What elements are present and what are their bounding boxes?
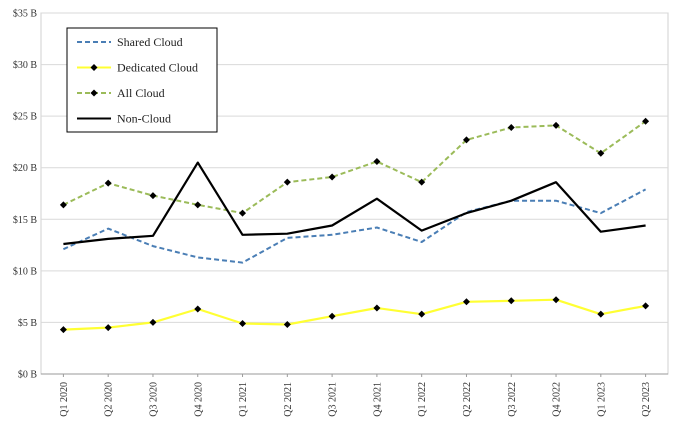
x-axis-ticks: Q1 2020 Q2 2020 Q3 2020 Q4 2020 Q1 2021 Q2 20…: [59, 374, 652, 417]
legend-marker-dedicated-cloud: [90, 64, 98, 71]
data-point-dedicated-cloud: [552, 296, 560, 304]
x-tick-label: Q2 2020: [104, 382, 115, 417]
data-point-all-cloud: [507, 123, 515, 131]
data-point-all-cloud: [283, 178, 291, 186]
data-point-dedicated-cloud: [149, 318, 157, 326]
legend-label-non-cloud: Non-Cloud: [117, 112, 171, 126]
y-axis-ticks: $0 B $5 B $10 B $15 B $20 B $25 B $30 B $35 B: [13, 9, 38, 381]
series-layer: [59, 117, 650, 334]
gridlines: [40, 12, 669, 375]
legend-box: [66, 27, 218, 133]
y-tick-label: $0 B: [18, 370, 38, 381]
y-tick-label: $30 B: [13, 60, 38, 71]
x-tick-label: Q2 2023: [641, 382, 652, 417]
data-point-dedicated-cloud: [597, 310, 605, 318]
data-point-all-cloud: [418, 178, 426, 186]
y-tick-label: $15 B: [13, 215, 38, 226]
data-point-all-cloud: [149, 192, 157, 200]
x-tick-label: Q3 2020: [148, 382, 159, 417]
data-point-all-cloud: [597, 149, 605, 157]
data-point-dedicated-cloud: [328, 312, 336, 320]
data-point-all-cloud: [373, 158, 381, 166]
data-point-all-cloud: [239, 209, 247, 217]
series-line-non-cloud: [63, 161, 646, 246]
series-line-all-cloud: [62, 120, 647, 215]
data-point-all-cloud: [59, 201, 67, 209]
data-point-dedicated-cloud: [283, 320, 291, 328]
series-line-dedicated-cloud: [63, 298, 646, 331]
series-non-cloud: [63, 161, 646, 246]
x-tick-label: Q3 2022: [507, 382, 518, 417]
series-dedicated-cloud: [59, 296, 650, 334]
legend-label-dedicated-cloud: Dedicated Cloud: [117, 61, 198, 75]
data-point-dedicated-cloud: [462, 298, 470, 306]
x-tick-label: Q4 2021: [372, 382, 383, 417]
data-point-dedicated-cloud: [418, 310, 426, 318]
data-point-dedicated-cloud: [59, 326, 67, 334]
data-point-dedicated-cloud: [642, 302, 650, 310]
data-point-dedicated-cloud: [373, 304, 381, 312]
series-shared-cloud: [62, 188, 647, 264]
y-tick-label: $35 B: [13, 9, 38, 20]
data-point-all-cloud: [328, 173, 336, 181]
y-tick-label: $10 B: [13, 266, 38, 277]
data-point-dedicated-cloud: [507, 297, 515, 305]
data-point-all-cloud: [104, 179, 112, 187]
legend-label-all-cloud: All Cloud: [117, 86, 165, 100]
x-tick-label: Q1 2023: [596, 382, 607, 417]
legend-label-shared-cloud: Shared Cloud: [117, 35, 183, 49]
x-tick-label: Q1 2022: [417, 382, 428, 417]
x-tick-label: Q4 2022: [552, 382, 563, 417]
data-point-all-cloud: [194, 201, 202, 209]
data-point-dedicated-cloud: [239, 319, 247, 327]
legend-marker-all-cloud: [90, 89, 98, 97]
data-point-all-cloud: [552, 121, 560, 129]
x-tick-label: Q4 2020: [193, 382, 204, 417]
data-point-all-cloud: [462, 136, 470, 144]
x-tick-label: Q1 2021: [238, 382, 249, 417]
y-tick-label: $5 B: [18, 318, 38, 329]
x-tick-label: Q2 2021: [283, 382, 294, 417]
legend: Shared Cloud Dedicated Cloud All Cloud Non-…: [66, 27, 218, 133]
y-tick-label: $20 B: [13, 163, 38, 174]
data-point-all-cloud: [642, 117, 650, 125]
data-point-dedicated-cloud: [104, 324, 112, 332]
series-all-cloud: [59, 117, 650, 217]
series-line-shared-cloud: [62, 188, 647, 264]
x-tick-label: Q3 2021: [328, 382, 339, 417]
x-tick-label: Q2 2022: [462, 382, 473, 417]
data-point-dedicated-cloud: [194, 305, 202, 313]
y-tick-label: $25 B: [13, 112, 38, 123]
x-tick-label: Q1 2020: [59, 382, 70, 417]
